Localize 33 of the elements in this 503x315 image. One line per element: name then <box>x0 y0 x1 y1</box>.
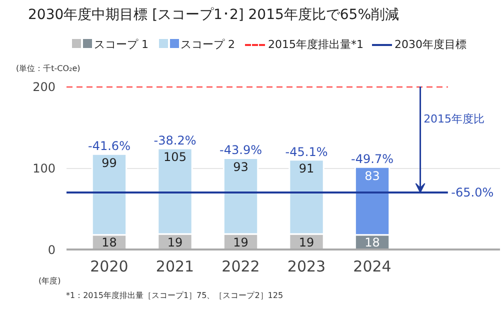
annotation: 2015年度比 <box>424 112 485 126</box>
data-label: 18 <box>364 236 380 250</box>
y-axis-title: (単位：千t-CO₂e) <box>16 63 80 74</box>
x-axis-title: (年度) <box>38 276 61 286</box>
data-label: 19 <box>298 235 314 250</box>
legend-label: スコープ 2 <box>180 38 235 51</box>
data-label: 19 <box>233 235 248 250</box>
x-tick-label: 2021 <box>156 258 194 276</box>
legend-label: 2030年度目標 <box>394 38 466 51</box>
legend-label: スコープ 1 <box>93 38 148 51</box>
text: -65.0% <box>451 185 494 200</box>
annotation: -43.9% <box>220 143 262 158</box>
data-label: 105 <box>164 150 186 164</box>
data-label: 83 <box>364 168 380 183</box>
annotation: -38.2% <box>154 133 196 148</box>
x-tick-label: 2024 <box>353 258 392 276</box>
y-tick-label: 100 <box>32 162 56 176</box>
data-label: 18 <box>102 236 117 250</box>
x-tick-label: 2023 <box>287 258 326 276</box>
x-tick-label: 2022 <box>222 258 260 276</box>
annotation: -49.7% <box>351 152 394 166</box>
data-label: 93 <box>233 160 248 174</box>
x-tick-label: 2020 <box>90 258 128 276</box>
data-label: 19 <box>167 235 183 250</box>
annotation: -45.1% <box>285 144 328 159</box>
text: *1：2015年度排出量［スコープ1］75、［スコープ2］125 <box>66 290 284 302</box>
data-label: 91 <box>298 162 314 176</box>
data-label: 99 <box>102 156 117 170</box>
y-tick-label: 0 <box>48 243 56 257</box>
annotation: -41.6% <box>88 139 130 154</box>
y-tick-label: 200 <box>32 80 56 94</box>
chart-title: 2030年度中期目標 [スコープ1･2] 2015年度比で65%削減 <box>28 6 400 25</box>
legend-label: 2015年度排出量*1 <box>267 38 364 51</box>
